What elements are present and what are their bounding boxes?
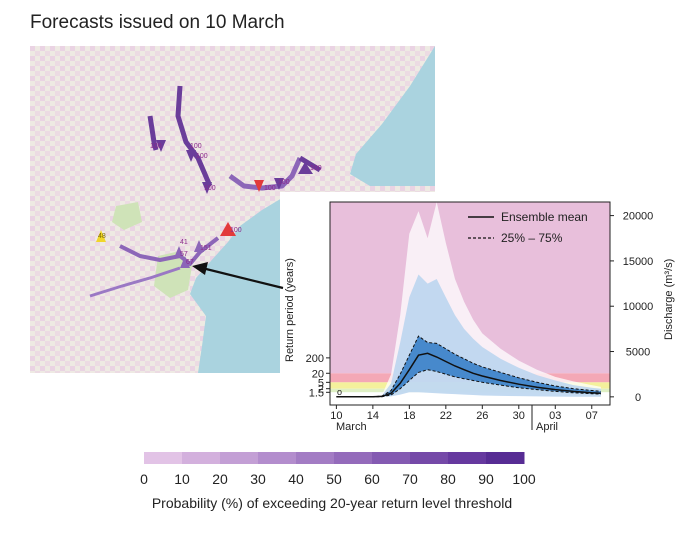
colorbar-cell (334, 452, 373, 464)
legend-iqr-label: 25% – 75% (501, 231, 563, 245)
plot-frame (329, 201, 611, 406)
ensemble-outer-band (336, 274, 601, 397)
colorbar-cell (410, 452, 449, 464)
map-label: 100 (204, 185, 216, 192)
river-coastal (228, 156, 303, 191)
left-axis-tick-label: 200 (306, 353, 324, 365)
colorbar-cell (372, 452, 411, 464)
series-p75-line (336, 335, 601, 398)
figure-title: Forecasts issued on 10 March (30, 12, 285, 33)
right-axis-tick-label: 0 (635, 392, 641, 404)
map-label: 41 (180, 239, 188, 246)
left-axis-tick-label: 2 (318, 384, 324, 396)
x-axis-tick-label: 22 (440, 410, 452, 422)
colorbar-tick-label: 50 (326, 471, 342, 487)
series-p25-line (336, 369, 601, 398)
warning-marker (186, 150, 196, 162)
colorbar-tick-label: 80 (440, 471, 456, 487)
map-label: 100 (190, 143, 202, 150)
river-north (175, 85, 213, 187)
x-axis-tick-label: 30 (513, 410, 525, 422)
colorbar-cell (448, 452, 487, 464)
river-south-2 (89, 266, 181, 298)
map-label: 100 (264, 185, 276, 192)
warning-marker (274, 178, 284, 190)
colorbar-cell (220, 452, 259, 464)
colorbar-tick-label: 100 (512, 471, 536, 487)
warning-marker (254, 180, 264, 192)
warning-marker (174, 246, 184, 258)
colorbar-title: Probability (%) of exceeding 20-year ret… (152, 495, 512, 511)
y-axis-label-left: Return period (years) (284, 258, 296, 362)
map-label: 151 (200, 245, 212, 252)
colorbar-tick-label: 20 (212, 471, 228, 487)
colorbar-tick-label: 70 (402, 471, 418, 487)
x-axis-tick-label: 03 (549, 410, 561, 422)
x-axis-tick-label: 18 (403, 410, 415, 422)
colorbar-cell (296, 452, 335, 464)
warning-marker (202, 182, 212, 194)
map-label: 100 (278, 179, 290, 186)
warning-marker (96, 230, 106, 242)
chart-annotation: o (337, 387, 342, 397)
warning-marker (180, 256, 190, 268)
right-axis-tick-label: 10000 (623, 301, 654, 313)
ensemble-iqr-band (336, 336, 601, 397)
right-axis-tick-label: 15000 (623, 256, 654, 268)
river-east (298, 155, 322, 173)
left-axis-tick-label: 5 (318, 377, 324, 389)
warning-marker (156, 140, 166, 152)
colorbar-cell (182, 452, 221, 464)
y-axis-label-right: Discharge (m³/s) (663, 259, 675, 340)
probability-colorbar: 0 10 20 30 40 50 60 70 80 90 100 Probability (%) o… (140, 452, 536, 511)
map-label: 100 (230, 227, 242, 234)
x-axis-tick-label: 26 (476, 410, 488, 422)
right-axis-tick-label: 5000 (626, 347, 650, 359)
series-mean-line (336, 352, 601, 398)
map-label: 67 (186, 259, 194, 266)
colorbar-cell (486, 452, 525, 464)
warning-marker (220, 222, 236, 236)
x-axis-month-label: April (536, 421, 558, 433)
colorbar-tick-label: 40 (288, 471, 304, 487)
map-label: 48 (98, 233, 106, 240)
colorbar-tick-label: 60 (364, 471, 380, 487)
x-axis-tick-label: 07 (586, 410, 598, 422)
colorbar-tick-label: 0 (140, 471, 148, 487)
colorbar-cell (258, 452, 297, 464)
x-axis-month-label: March (336, 421, 367, 433)
colorbar-tick-label: 30 (250, 471, 266, 487)
x-axis-tick-label: 10 (330, 410, 342, 422)
x-axis-tick-label: 14 (367, 410, 379, 422)
river-north-2 (147, 115, 159, 151)
colorbar-cell (144, 452, 183, 464)
left-axis-tick-label: 20 (312, 368, 324, 380)
left-axis-tick-label: 1.5 (309, 387, 324, 399)
map-label: 57 (180, 251, 188, 258)
map-sea-north (350, 46, 435, 186)
map-label: 100 (310, 165, 322, 172)
colorbar-tick-label: 90 (478, 471, 494, 487)
right-axis-tick-label: 20000 (623, 211, 654, 223)
map-label: 100 (150, 143, 162, 150)
colorbar-tick-label: 10 (174, 471, 190, 487)
map-label: 100 (196, 153, 208, 160)
legend-mean-label: Ensemble mean (501, 210, 588, 224)
warning-marker (194, 240, 204, 252)
map-park-area-2 (112, 202, 142, 230)
warning-marker (298, 162, 313, 174)
